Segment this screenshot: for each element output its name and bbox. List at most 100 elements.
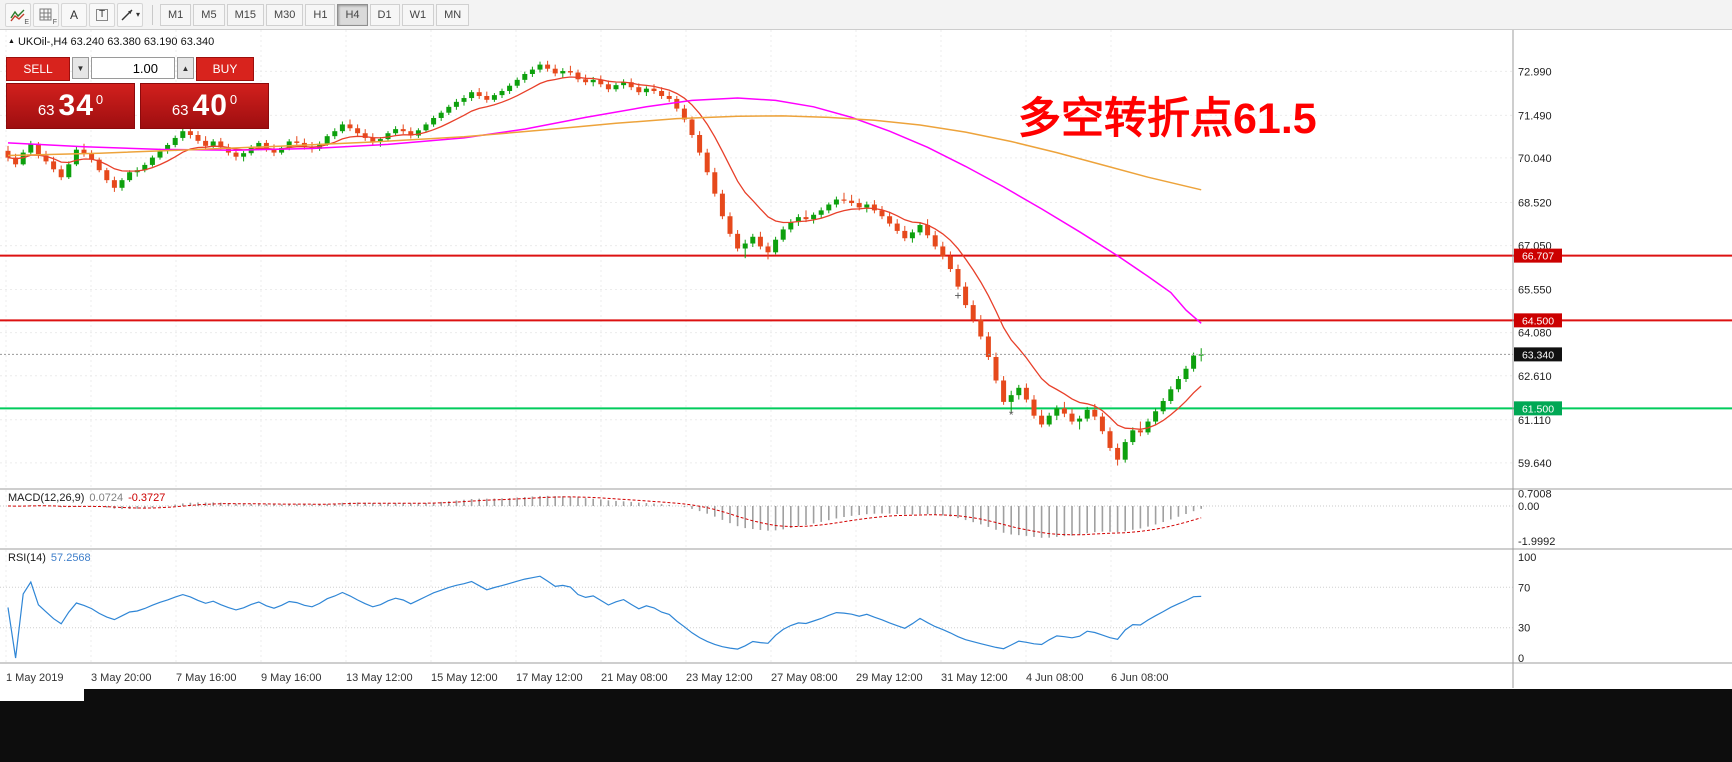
ask-quote-box[interactable]: 63 40 0	[140, 83, 269, 129]
ask-pips: 40	[192, 89, 228, 122]
svg-text:71.490: 71.490	[1518, 110, 1552, 122]
horizontal-levels[interactable]	[0, 254, 1732, 410]
svg-text:62.610: 62.610	[1518, 371, 1552, 383]
indicators-button[interactable]: E	[5, 2, 31, 27]
indicators-sub-label: E	[24, 18, 29, 26]
svg-text:9 May 16:00: 9 May 16:00	[261, 672, 322, 684]
svg-text:30: 30	[1518, 623, 1530, 635]
pane-separators	[0, 30, 1732, 688]
svg-text:64.080: 64.080	[1518, 328, 1552, 340]
svg-text:17 May 12:00: 17 May 12:00	[516, 672, 583, 684]
bid-quote-box[interactable]: 63 34 0	[6, 83, 135, 129]
text-label-button[interactable]: T	[89, 2, 115, 27]
volume-input[interactable]	[91, 57, 175, 79]
symbol-ohlc-text: UKOil-,H4 63.240 63.380 63.190 63.340	[17, 36, 215, 48]
svg-text:4 Jun 08:00: 4 Jun 08:00	[1026, 672, 1084, 684]
bid-pips: 34	[58, 89, 94, 122]
macd-pane-label: MACD(12,26,9) 0.0724 -0.3727	[8, 492, 165, 504]
svg-text:68.520: 68.520	[1518, 197, 1552, 209]
timeframe-button-w1[interactable]: W1	[401, 3, 435, 26]
chart-background	[0, 30, 1732, 688]
svg-text:61.110: 61.110	[1518, 415, 1551, 427]
svg-text:70: 70	[1518, 582, 1530, 594]
rsi-pane-label: RSI(14) 57.2568	[8, 552, 91, 564]
svg-text:1 May 2019: 1 May 2019	[6, 672, 63, 684]
time-axis[interactable]: 1 May 2019 3 May 20:00 7 May 16:00 9 May 16…	[6, 672, 1169, 684]
ma-fast-line	[7, 76, 1202, 430]
chart-markers: +*	[954, 288, 1013, 421]
svg-text:+: +	[954, 288, 961, 302]
top-toolbar: E F A T ▾ M1 M5 M15 M30 H1 H4 D1 W1 MN	[0, 0, 1732, 30]
price-tags: 66.707 64.500 61.500 63.340	[1514, 248, 1562, 416]
macd-value-signal: -0.3727	[128, 492, 166, 504]
rsi-levels	[0, 586, 1513, 629]
svg-text:61.500: 61.500	[1522, 403, 1554, 415]
rsi-value: 57.2568	[50, 552, 91, 564]
svg-text:100: 100	[1518, 552, 1536, 564]
ma-mid-line	[7, 97, 1202, 324]
svg-text:31 May 12:00: 31 May 12:00	[941, 672, 1008, 684]
caret-up-icon: ▲	[181, 63, 190, 73]
timeframe-button-m30[interactable]: M30	[265, 3, 304, 26]
svg-text:65.550: 65.550	[1518, 285, 1552, 297]
grid-button[interactable]: F	[33, 2, 59, 27]
ask-point: 0	[229, 91, 238, 107]
text-t-icon: T	[95, 8, 109, 21]
svg-text:7 May 16:00: 7 May 16:00	[176, 672, 237, 684]
svg-text:59.640: 59.640	[1518, 458, 1552, 470]
volume-dropdown-button[interactable]: ▼	[72, 57, 89, 79]
svg-text:23 May 12:00: 23 May 12:00	[686, 672, 753, 684]
timeframe-button-d1[interactable]: D1	[369, 3, 400, 26]
window-bottom-notch	[0, 689, 84, 701]
macd-histogram	[0, 495, 1513, 538]
symbol-info: ▲ UKOil-,H4 63.240 63.380 63.190 63.340	[8, 36, 214, 48]
svg-text:63.340: 63.340	[1522, 349, 1554, 361]
timeframe-button-h1[interactable]: H1	[305, 3, 336, 26]
rsi-line	[7, 575, 1202, 659]
svg-text:27 May 08:00: 27 May 08:00	[771, 672, 838, 684]
svg-text:29 May 12:00: 29 May 12:00	[856, 672, 923, 684]
timeframe-button-h4[interactable]: H4	[337, 3, 368, 26]
timeframe-button-m1[interactable]: M1	[160, 3, 192, 26]
ask-whole: 63	[171, 101, 189, 119]
trendline-icon	[121, 9, 133, 20]
chart-annotation-text: 多空转折点61.5	[1018, 95, 1317, 143]
svg-text:66.707: 66.707	[1522, 251, 1554, 263]
chart-grid	[0, 30, 1513, 663]
svg-text:13 May 12:00: 13 May 12:00	[346, 672, 413, 684]
collapse-marker[interactable]: ▲	[8, 38, 15, 45]
svg-text:21 May 08:00: 21 May 08:00	[601, 672, 668, 684]
caret-down-icon: ▼	[76, 63, 85, 73]
rsi-title: RSI(14)	[8, 552, 46, 564]
svg-text:6 Jun 08:00: 6 Jun 08:00	[1111, 672, 1169, 684]
sell-button[interactable]: SELL	[6, 57, 70, 81]
text-a-icon: A	[69, 7, 78, 22]
volume-up-button[interactable]: ▲	[177, 57, 194, 79]
macd-signal-line	[7, 496, 1202, 536]
svg-text:0: 0	[1518, 653, 1524, 665]
svg-text:3 May 20:00: 3 May 20:00	[91, 672, 152, 684]
chevron-down-icon: ▾	[135, 10, 140, 19]
timeframe-button-mn[interactable]: MN	[436, 3, 470, 26]
svg-text:15 May 12:00: 15 May 12:00	[431, 672, 498, 684]
indicators-icon	[10, 9, 25, 21]
buy-button[interactable]: BUY	[196, 57, 254, 81]
grid-icon	[39, 8, 52, 20]
svg-text:-1.9992: -1.9992	[1518, 536, 1555, 548]
macd-title: MACD(12,26,9)	[8, 492, 85, 504]
svg-text:0.00: 0.00	[1518, 501, 1539, 513]
trade-panel: SELL ▼ ▲ BUY 63 34 0 63 40 0	[6, 57, 269, 129]
timeframe-button-m5[interactable]: M5	[193, 3, 225, 26]
price-axis[interactable]: 72.99071.49070.04068.52067.05065.55064.0…	[1518, 66, 1555, 665]
svg-text:72.990: 72.990	[1518, 66, 1552, 78]
candlesticks	[5, 60, 1204, 466]
line-tools-button[interactable]: ▾	[117, 2, 143, 27]
bid-whole: 63	[37, 101, 55, 119]
svg-text:0.7008: 0.7008	[1518, 489, 1552, 501]
taskbar-area	[0, 689, 1732, 762]
timeframe-button-m15[interactable]: M15	[226, 3, 264, 26]
text-annotation-button[interactable]: A	[61, 2, 87, 27]
svg-text:*: *	[1009, 408, 1014, 422]
timeframe-group: M1 M5 M15 M30 H1 H4 D1 W1 MN	[160, 3, 471, 26]
